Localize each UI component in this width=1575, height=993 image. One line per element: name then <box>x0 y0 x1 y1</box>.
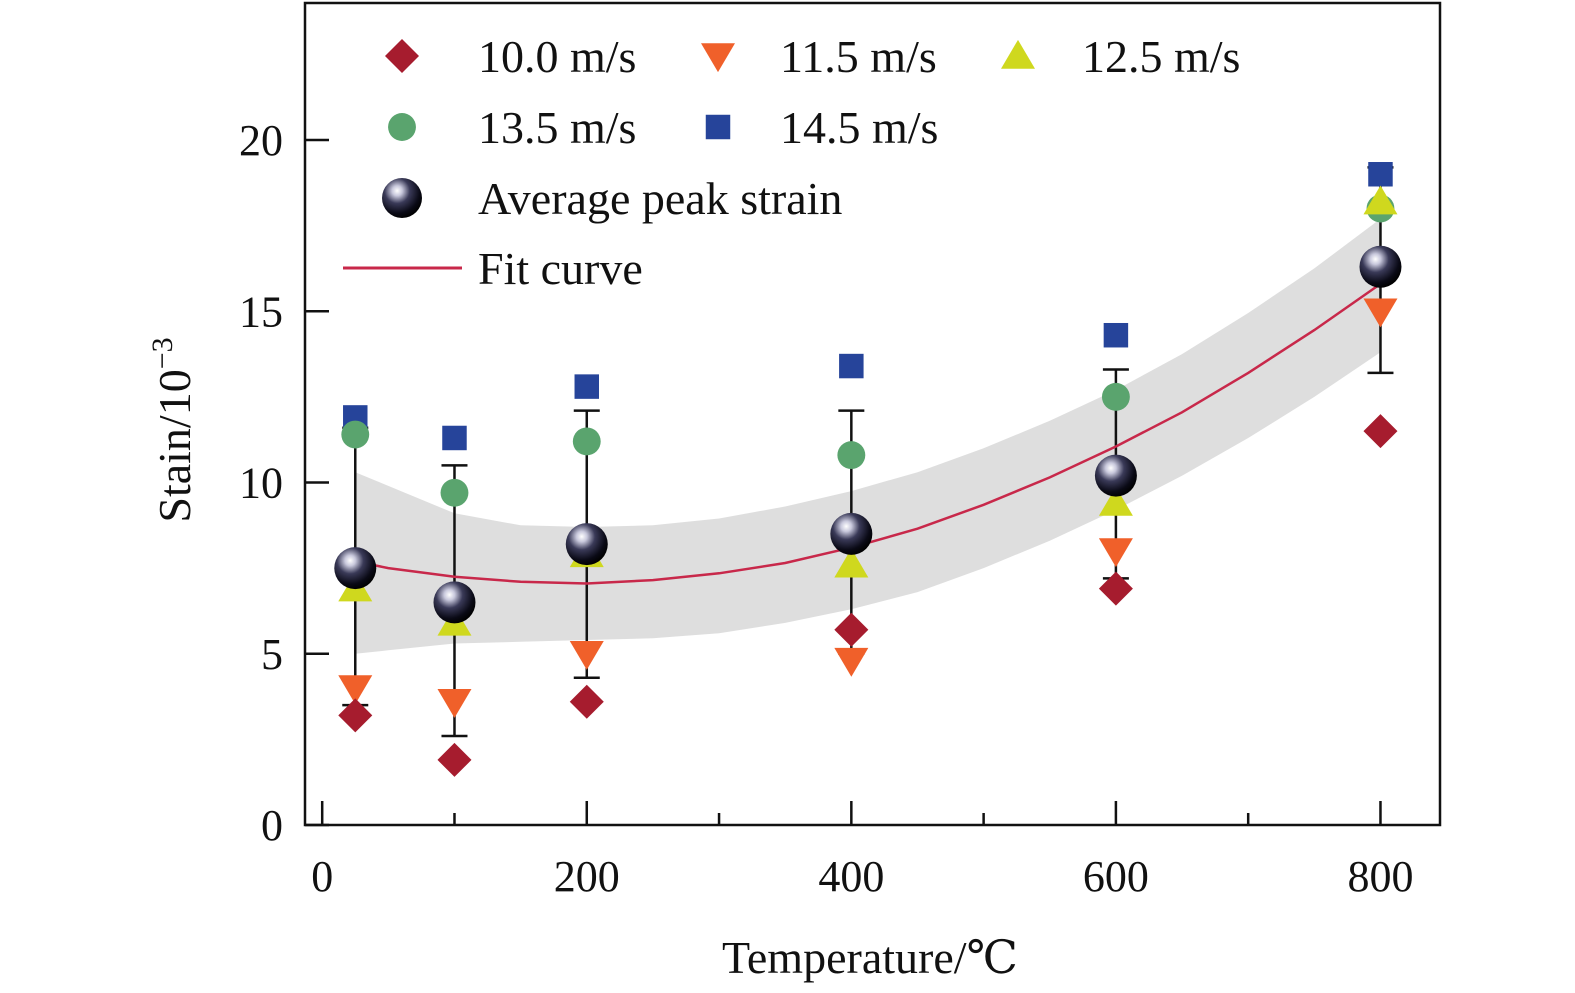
data-point-diamond <box>1363 414 1398 449</box>
x-tick-label: 400 <box>818 852 884 901</box>
legend-label: 13.5 m/s <box>478 102 636 153</box>
data-markers <box>334 162 1402 777</box>
data-point-square <box>574 374 600 399</box>
legend-label: 12.5 m/s <box>1082 31 1240 82</box>
y-tick-label: 10 <box>239 459 283 508</box>
legend-marker <box>1001 39 1035 69</box>
y-tick-label: 5 <box>261 630 283 679</box>
legend-label: 14.5 m/s <box>780 102 938 153</box>
data-point-square <box>442 425 467 451</box>
legend-marker <box>705 114 731 140</box>
x-tick-label: 600 <box>1083 852 1149 901</box>
x-axis-label: Temperature/℃ <box>722 932 1018 983</box>
data-point-square <box>1103 322 1129 348</box>
data-point-diamond <box>338 698 373 733</box>
data-point-triangle-down <box>834 647 869 677</box>
data-point-circle <box>1101 382 1130 411</box>
legend-label: 10.0 m/s <box>478 31 636 82</box>
data-point-square <box>1368 162 1393 187</box>
data-point-circle <box>572 427 601 456</box>
legend-label: Fit curve <box>478 243 643 294</box>
data-point-sphere <box>334 547 377 590</box>
data-point-sphere <box>565 523 608 566</box>
axis-ticks: 0 200 400 600 800 0 5 10 15 20 <box>239 116 1413 901</box>
data-point-diamond <box>834 612 869 647</box>
data-point-diamond <box>569 684 604 719</box>
data-point-triangle-down <box>1363 298 1398 328</box>
data-point-diamond <box>437 742 472 777</box>
data-point-triangle-down <box>437 688 472 718</box>
data-point-triangle-up <box>1098 486 1133 516</box>
data-point-square <box>839 353 864 379</box>
data-point-triangle-down <box>338 675 373 705</box>
data-point-circle <box>440 478 469 507</box>
data-point-sphere <box>1094 454 1137 497</box>
data-point-triangle-up <box>1363 185 1398 215</box>
data-point-sphere <box>433 581 476 624</box>
data-point-diamond <box>1098 571 1133 606</box>
y-axis-label-exponent: −3 <box>146 337 179 369</box>
data-point-triangle-down <box>569 641 604 670</box>
legend-marker <box>385 39 419 73</box>
confidence-band <box>355 218 1381 654</box>
legend-marker <box>701 43 735 73</box>
y-tick-label: 15 <box>239 287 283 336</box>
data-point-sphere <box>1359 245 1402 288</box>
data-point-triangle-up <box>834 548 869 578</box>
legend-label: 11.5 m/s <box>780 31 937 82</box>
legend-label: Average peak strain <box>478 173 842 224</box>
y-tick-label: 20 <box>239 116 283 165</box>
legend-marker <box>388 113 416 141</box>
plot-frame <box>303 1 1442 827</box>
y-axis-label: Stain/10−3 <box>146 337 200 522</box>
data-point-circle <box>341 420 370 449</box>
data-point-triangle-down <box>1098 538 1133 568</box>
data-point-circle <box>837 441 866 470</box>
x-tick-label: 0 <box>311 852 333 901</box>
x-tick-label: 800 <box>1347 852 1413 901</box>
legend-marker <box>382 178 422 218</box>
x-tick-label: 200 <box>554 852 620 901</box>
y-tick-label: 0 <box>261 801 283 850</box>
legend: 10.0 m/s 11.5 m/s 12.5 m/s 13.5 m/s 14.5 m/s… <box>343 31 1240 294</box>
data-point-sphere <box>830 512 873 555</box>
